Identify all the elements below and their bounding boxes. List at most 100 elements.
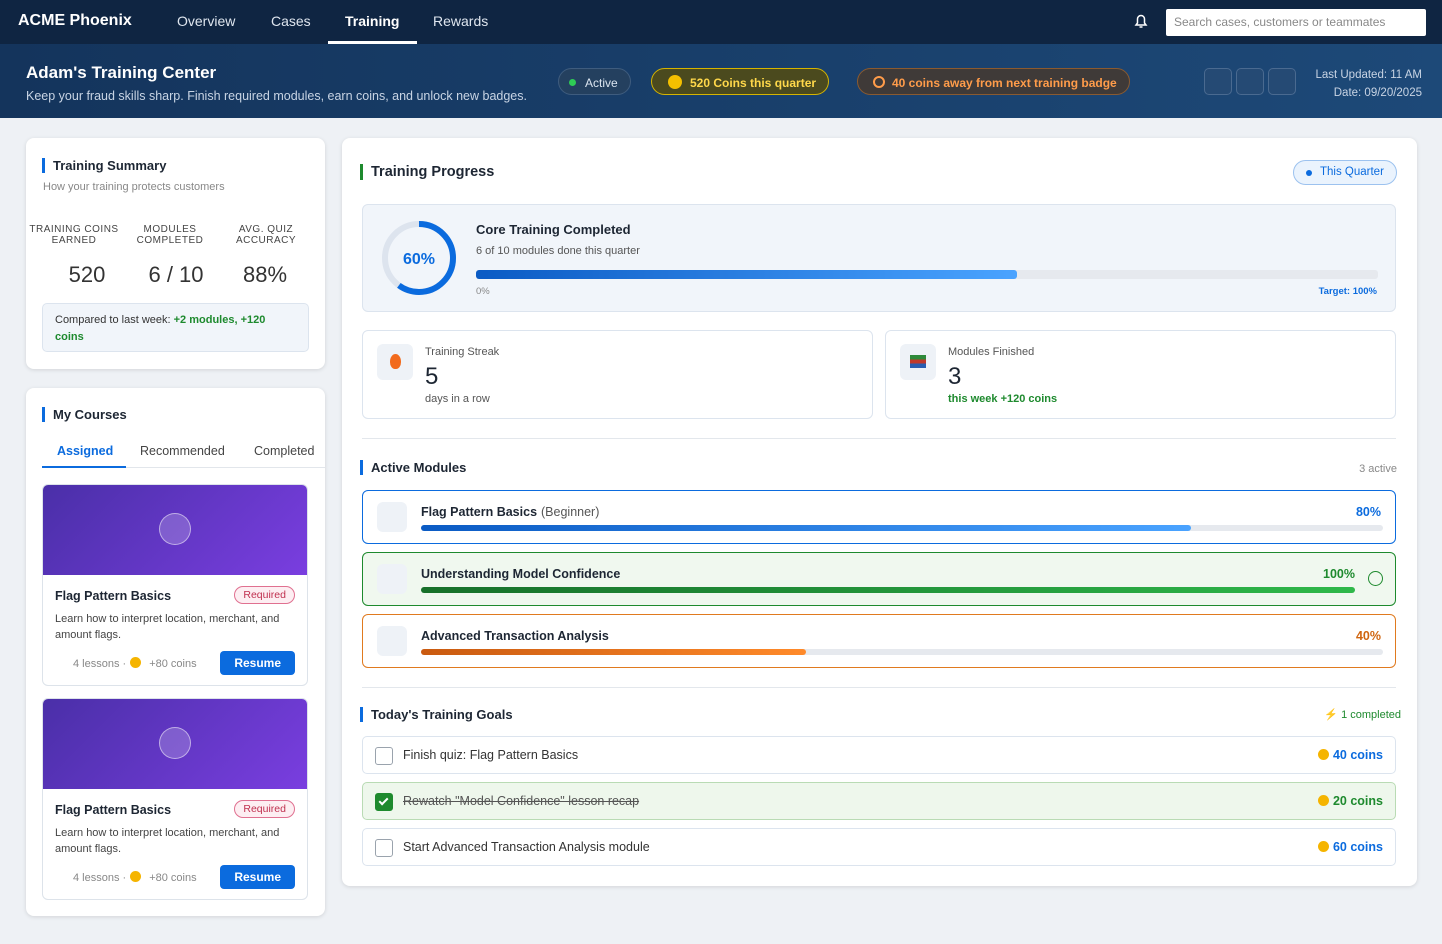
download-button[interactable] (1236, 68, 1264, 95)
section-title: Today's Training Goals (360, 707, 513, 722)
module-icon (377, 564, 407, 594)
reward-text: 60 coins (1332, 840, 1383, 854)
tab[interactable]: Assigned (57, 444, 114, 458)
stat-tile: Training Streak 5 days in a row (362, 330, 873, 419)
tile-label: Modules Finished (948, 346, 1035, 358)
complete-icon (1368, 571, 1383, 586)
course-banner (43, 699, 307, 789)
tile-value: 5 (425, 363, 439, 390)
goal-text: Start Advanced Transaction Analysis modu… (403, 840, 650, 854)
coin-icon (130, 871, 142, 882)
module-level: (Beginner) (541, 505, 600, 519)
tab[interactable]: Recommended (140, 444, 225, 458)
stat-tile: Modules Finished 3 this week +120 coins (885, 330, 1396, 419)
status-pill: Active (558, 68, 631, 95)
tile-note: days in a row (425, 393, 490, 405)
nav-item[interactable]: Cases (271, 13, 311, 29)
stat-value: 88% (242, 262, 288, 287)
stat-value: 520 (68, 262, 106, 287)
bell-icon[interactable] (1132, 12, 1150, 30)
active-indicator (328, 41, 417, 44)
period-pill[interactable]: This Quarter (1293, 160, 1397, 185)
core-panel: 60% Core Training Completed 6 of 10 modu… (362, 204, 1396, 312)
coins-pill: 520 Coins this quarter (651, 68, 830, 95)
icon-flame (377, 344, 413, 380)
module-row: Advanced Transaction Analysis 40% (362, 614, 1396, 668)
badge-text: 40 coins away from next training badge (892, 76, 1117, 90)
core-title: Core Training Completed (476, 222, 631, 237)
coin-icon (130, 657, 142, 668)
coins: +80 coins (149, 872, 197, 884)
resume-button[interactable]: Resume (220, 651, 295, 675)
card-title: My Courses (42, 407, 127, 422)
goal-row: Finish quiz: Flag Pattern Basics 40 coins (362, 736, 1396, 774)
refresh-button[interactable] (1204, 68, 1232, 95)
stat-label: MODULES COMPLETED (136, 224, 204, 246)
goal-text: Rewatch "Model Confidence" lesson recap (403, 794, 640, 808)
divider (362, 687, 1396, 688)
axis-min: 0% (476, 286, 490, 297)
brand[interactable]: ACME Phoenix (18, 12, 132, 29)
ring-label: 60% (403, 251, 435, 268)
module-percent: 100% (1323, 567, 1355, 581)
goal-reward: 40 coins (1317, 748, 1383, 762)
check-mark (378, 795, 389, 806)
banner-icon (159, 513, 191, 545)
nav-item[interactable]: Rewards (433, 13, 489, 29)
goal-text: Finish quiz: Flag Pattern Basics (403, 748, 579, 762)
nav-item[interactable]: Training (345, 13, 400, 29)
tab-indicator (42, 466, 126, 468)
module-bar (421, 649, 806, 655)
card-subtitle: How your training protects customers (43, 181, 225, 193)
module-bar (421, 587, 1355, 593)
module-percent: 80% (1355, 505, 1381, 519)
module-track (421, 649, 1383, 655)
search-placeholder: Search cases, customers or teammates (1174, 15, 1386, 29)
nav-item[interactable]: Overview (177, 13, 236, 29)
card-title: Training Summary (42, 158, 166, 173)
module-name: Understanding Model Confidence (421, 567, 620, 581)
resume-button[interactable]: Resume (220, 865, 295, 889)
summary-card: Training Summary How your training prote… (26, 138, 325, 369)
tab[interactable]: Completed (254, 444, 315, 458)
progress-ring: 60% (382, 221, 456, 295)
module-bar (421, 525, 1191, 531)
module-icon (377, 502, 407, 532)
reward-text: 20 coins (1332, 794, 1383, 808)
search-input[interactable]: Search cases, customers or teammates (1166, 9, 1426, 36)
goal-checkbox[interactable] (375, 793, 393, 811)
course-meta: 4 lessons · +80 coins (73, 871, 197, 884)
page-title: Adam's Training Center (26, 63, 217, 82)
coin-icon (1317, 841, 1329, 852)
course-title: Flag Pattern Basics (55, 803, 172, 817)
tile-label: Training Streak (425, 346, 500, 358)
section-title: Active Modules (360, 460, 466, 475)
divider (362, 438, 1396, 439)
module-track (421, 587, 1355, 593)
course-card: Flag Pattern Basics Required Learn how to … (42, 484, 308, 686)
stat-label: TRAINING COINS EARNED (29, 224, 119, 246)
module-count: 3 active (1359, 463, 1397, 475)
icon-books (900, 344, 936, 380)
lessons: 4 lessons · (73, 872, 127, 884)
banner-icon (159, 727, 191, 759)
module-title: Flag Pattern Basics (421, 505, 538, 519)
share-button[interactable] (1268, 68, 1296, 95)
card-title: Training Progress (360, 164, 494, 180)
tile-value: 3 (948, 363, 962, 390)
page-subtitle: Keep your fraud skills sharp. Finish req… (26, 89, 527, 103)
tab-rule (42, 467, 325, 468)
coin-icon (1317, 795, 1329, 806)
goal-reward: 20 coins (1317, 794, 1383, 808)
reward-text: 40 coins (1332, 748, 1383, 762)
course-banner (43, 485, 307, 575)
goal-checkbox[interactable] (375, 839, 393, 857)
goal-checkbox[interactable] (375, 747, 393, 765)
period-text: This Quarter (1320, 166, 1384, 178)
tile-note: this week +120 coins (948, 393, 1058, 405)
course-title: Flag Pattern Basics (55, 589, 172, 603)
goal-reward: 60 coins (1317, 840, 1383, 854)
coins: +80 coins (149, 658, 197, 670)
course-tag: Required (234, 800, 295, 818)
